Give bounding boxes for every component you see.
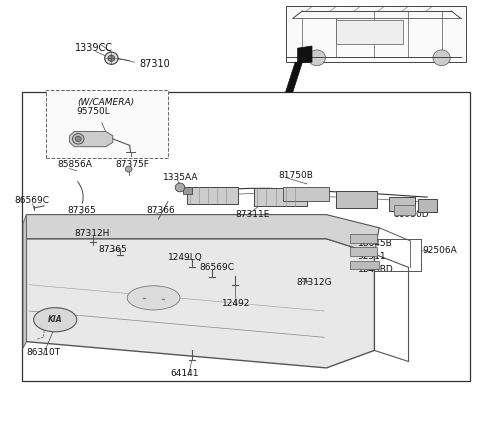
Bar <box>418 199 437 212</box>
Circle shape <box>75 136 81 141</box>
Text: 87310: 87310 <box>139 59 170 68</box>
Circle shape <box>108 55 115 61</box>
Polygon shape <box>26 215 379 254</box>
Text: 92506A: 92506A <box>422 246 457 255</box>
Text: 87312G: 87312G <box>297 278 332 287</box>
Text: 1249BD: 1249BD <box>358 265 393 274</box>
Text: 1335AA: 1335AA <box>163 173 199 182</box>
Polygon shape <box>26 239 374 368</box>
Text: 87312H: 87312H <box>74 229 110 237</box>
Text: (W/CAMERA): (W/CAMERA) <box>77 99 134 107</box>
Text: 64141: 64141 <box>170 369 199 378</box>
Bar <box>46 90 168 158</box>
Text: 87365: 87365 <box>67 206 96 215</box>
Circle shape <box>175 183 185 192</box>
Bar <box>283 187 329 201</box>
Bar <box>187 187 238 204</box>
Circle shape <box>308 50 325 66</box>
Text: 87366: 87366 <box>146 206 175 215</box>
Text: 1339CC: 1339CC <box>74 43 113 53</box>
Circle shape <box>72 134 84 144</box>
Circle shape <box>125 166 132 172</box>
Bar <box>286 6 466 62</box>
Ellipse shape <box>34 307 77 332</box>
Text: KIA: KIA <box>48 315 62 324</box>
Polygon shape <box>286 62 302 92</box>
Bar <box>22 92 470 381</box>
Polygon shape <box>298 46 312 62</box>
Polygon shape <box>23 215 26 348</box>
Text: 87375F: 87375F <box>115 160 149 169</box>
Text: 87311E: 87311E <box>235 210 270 219</box>
Bar <box>183 187 192 194</box>
Bar <box>394 205 415 215</box>
Ellipse shape <box>127 286 180 310</box>
Text: 86930D: 86930D <box>394 210 429 219</box>
Text: 18645B: 18645B <box>358 239 392 247</box>
Bar <box>389 197 415 211</box>
Bar <box>350 247 377 256</box>
Bar <box>254 188 307 206</box>
Polygon shape <box>70 131 113 147</box>
Text: 12492: 12492 <box>222 299 250 307</box>
Circle shape <box>433 50 450 66</box>
Text: 86569C: 86569C <box>199 263 234 272</box>
Bar <box>336 191 377 208</box>
Text: 87365: 87365 <box>98 245 127 254</box>
Text: 86310T: 86310T <box>26 348 60 357</box>
Bar <box>350 234 377 243</box>
Circle shape <box>105 52 118 64</box>
Text: 92511: 92511 <box>358 252 386 261</box>
Text: 1249LQ: 1249LQ <box>168 253 203 261</box>
Text: 86569C: 86569C <box>14 196 49 205</box>
Text: 95750L: 95750L <box>77 107 110 116</box>
Bar <box>336 20 403 44</box>
Bar <box>350 261 379 269</box>
Text: 85856A: 85856A <box>58 160 93 169</box>
Text: 81750B: 81750B <box>278 171 313 180</box>
